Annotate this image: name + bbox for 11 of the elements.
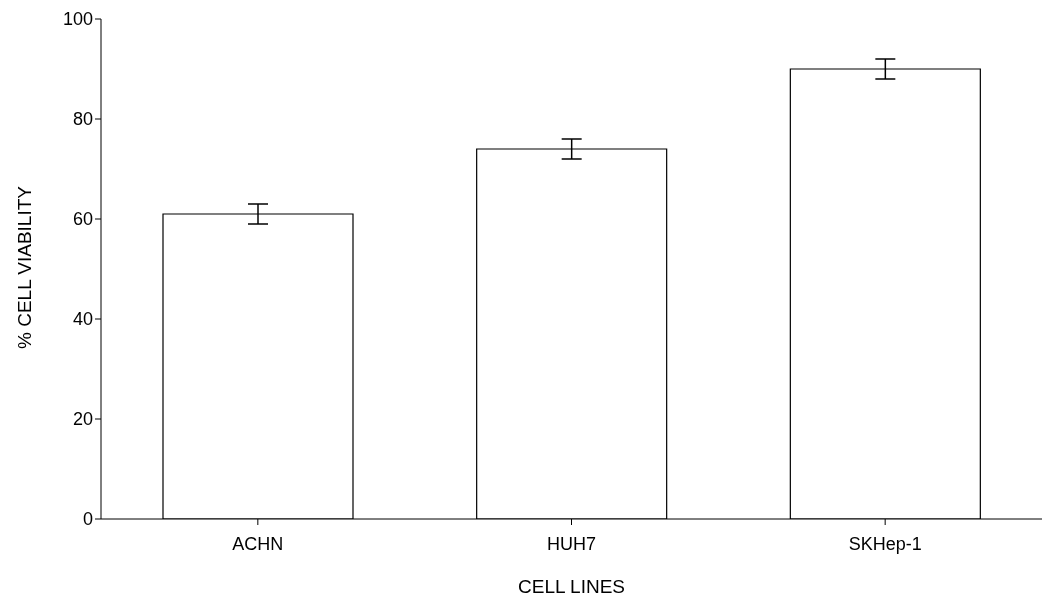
x-tick-label: SKHep-1	[848, 533, 922, 554]
y-tick-label: 100	[62, 9, 93, 30]
y-tick-label: 40	[72, 309, 93, 330]
y-axis-title: % CELL VIABILITY	[13, 185, 35, 349]
y-tick-label: 80	[72, 109, 93, 130]
x-tick-label: HUH7	[546, 533, 597, 554]
x-axis-title: CELL LINES	[517, 576, 626, 597]
y-tick-label: 0	[82, 509, 93, 530]
x-tick-label: ACHN	[232, 533, 284, 554]
y-tick-label: 60	[72, 209, 93, 230]
y-tick-label: 20	[72, 409, 93, 430]
